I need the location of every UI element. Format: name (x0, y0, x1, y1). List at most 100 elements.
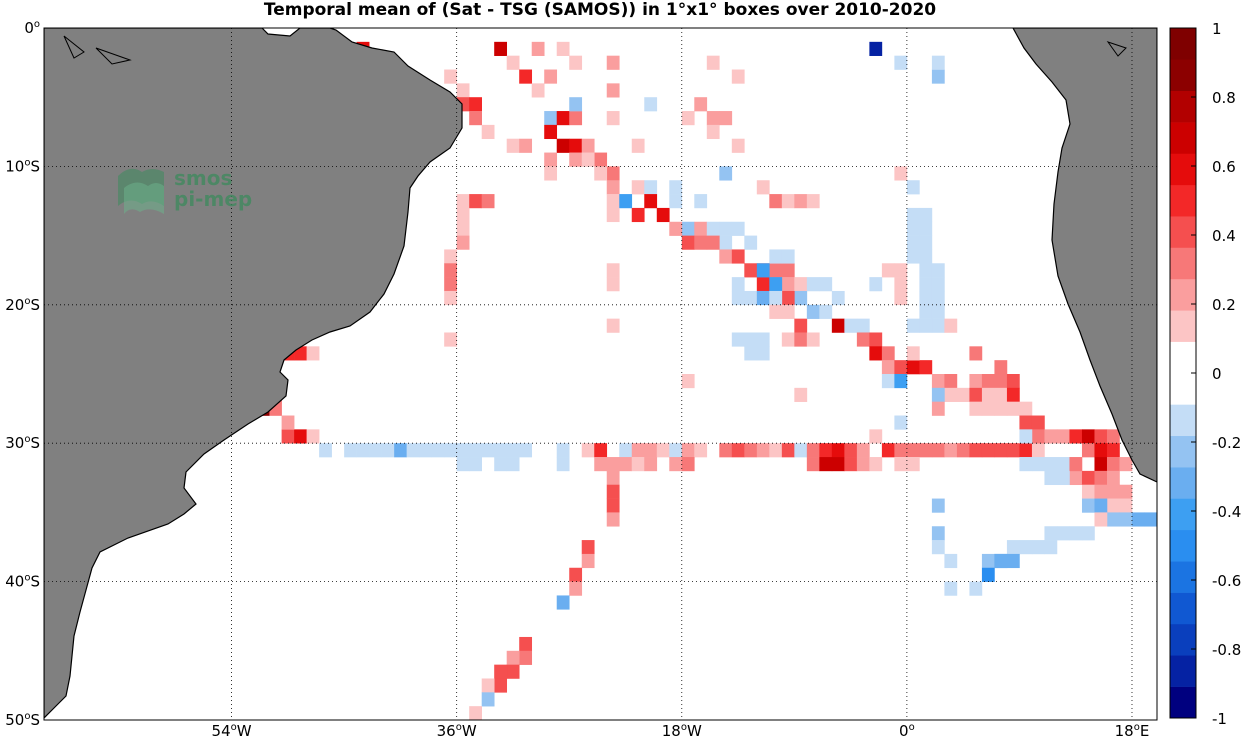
heatmap-cell (319, 443, 332, 458)
heatmap-cell (1144, 512, 1157, 527)
heatmap-cell (1031, 429, 1045, 444)
heatmap-cell (906, 443, 920, 458)
heatmap-cell (1106, 512, 1120, 527)
heatmap-cell (444, 263, 457, 278)
heatmap-cell (694, 97, 708, 112)
coast-inlet (95, 47, 132, 65)
heatmap-cell (781, 194, 795, 209)
heatmap-cell (856, 318, 870, 333)
heatmap-cell (369, 443, 382, 458)
heatmap-cell (444, 69, 457, 84)
heatmap-cell (456, 207, 470, 223)
coast-inlet (1106, 41, 1127, 57)
heatmap-cell (981, 553, 995, 569)
heatmap-cell (1094, 470, 1108, 486)
heatmap-cell (969, 581, 983, 596)
heatmap-cell (644, 443, 658, 458)
smos-pi-mep-logo: smos pi-mep (118, 166, 252, 214)
heatmap-cell (794, 290, 808, 306)
colorbar-tick-label: -0.4 (1212, 503, 1241, 521)
heatmap-cell (506, 443, 520, 458)
heatmap-cell (744, 290, 758, 306)
heatmap-cell (1106, 443, 1120, 458)
heatmap-cell (1094, 512, 1108, 527)
heatmap-cell (481, 443, 495, 458)
heatmap-cell (444, 277, 457, 292)
heatmap-cell (881, 374, 895, 389)
heatmap-cell (881, 443, 895, 458)
heatmap-cell (694, 443, 708, 458)
heatmap-cell (631, 443, 645, 458)
heatmap-cell (719, 249, 733, 264)
heatmap-cell (806, 457, 820, 472)
heatmap-cell (731, 332, 745, 347)
heatmap-cell (1119, 457, 1133, 472)
heatmap-cell (1019, 415, 1033, 430)
heatmap-cell (706, 124, 720, 140)
heatmap-cell (1131, 512, 1145, 527)
heatmap-cell (806, 277, 820, 292)
heatmap-cell (981, 443, 995, 458)
heatmap-cell (456, 457, 470, 472)
axis-tick-labels: 54oW 36oW 18oW 0o 18oE 0o 10oS 20oS 30oS 40oS 50oS (5, 19, 1149, 738)
heatmap-cell (344, 443, 357, 458)
heatmap-cell (906, 235, 920, 250)
latitude-tick-label: 30oS (5, 434, 40, 452)
heatmap-cell (556, 41, 570, 56)
heatmap-cell (469, 457, 482, 472)
plot-frame (43, 27, 1158, 721)
colorbar-segment (1170, 310, 1196, 342)
heatmap-cell (619, 194, 633, 209)
heatmap-cell (919, 249, 933, 264)
heatmap-cell (456, 235, 470, 250)
heatmap-cell (731, 221, 745, 236)
heatmap-cell (656, 443, 670, 458)
heatmap-cell (794, 318, 808, 333)
colorbar-segment (1170, 278, 1196, 311)
colorbar-segment (1170, 216, 1196, 248)
colorbar: 1 0.8 0.6 0.4 0.2 0 -0.2 -0.4 -0.6 -0.8 -1 (1169, 20, 1241, 728)
heatmap-cell (681, 235, 695, 250)
heatmap-cell (931, 304, 945, 319)
heatmap-cell (394, 443, 407, 458)
heatmap-cell (894, 415, 908, 430)
heatmap-cell (944, 318, 958, 333)
heatmap-cell (544, 69, 558, 84)
heatmap-cell (1031, 457, 1045, 472)
colorbar-segment (1170, 122, 1196, 154)
colorbar-segment (1170, 686, 1196, 719)
heatmap-cell (706, 235, 720, 250)
heatmap-cell (706, 221, 720, 236)
heatmap-cell (669, 180, 683, 195)
heatmap-cell (844, 318, 858, 333)
heatmap-cell (856, 443, 870, 458)
heatmap-cell (706, 55, 720, 70)
heatmap-cell (1081, 498, 1095, 513)
heatmap-cell (981, 401, 995, 416)
heatmap-cell (1069, 470, 1083, 486)
latitude-tick-label: 20oS (5, 296, 40, 314)
heatmap-cell (906, 180, 920, 195)
heatmap-cell (456, 194, 470, 209)
heatmap-cell (931, 526, 945, 541)
heatmap-cell (1081, 443, 1095, 458)
heatmap-cell (756, 180, 770, 195)
heatmap-cell (869, 346, 883, 361)
africa-land (1012, 28, 1157, 483)
heatmap-cell (931, 69, 945, 84)
heatmap-cell (781, 332, 795, 347)
heatmap-cell (919, 277, 933, 292)
heatmap-cell (906, 249, 920, 264)
heatmap-cell (1081, 429, 1095, 444)
heatmap-cell (606, 83, 620, 98)
heatmap-cell (581, 540, 595, 555)
south-america-land (44, 28, 463, 719)
heatmap-cell (781, 443, 795, 458)
heatmap-cell (919, 360, 933, 375)
heatmap-cell (1006, 374, 1020, 389)
heatmap-cell (581, 553, 595, 569)
heatmap-cell (606, 277, 620, 292)
heatmap-cell (1031, 415, 1045, 430)
latitude-tick-label: 50oS (5, 711, 40, 729)
heatmap-cell (744, 263, 758, 278)
